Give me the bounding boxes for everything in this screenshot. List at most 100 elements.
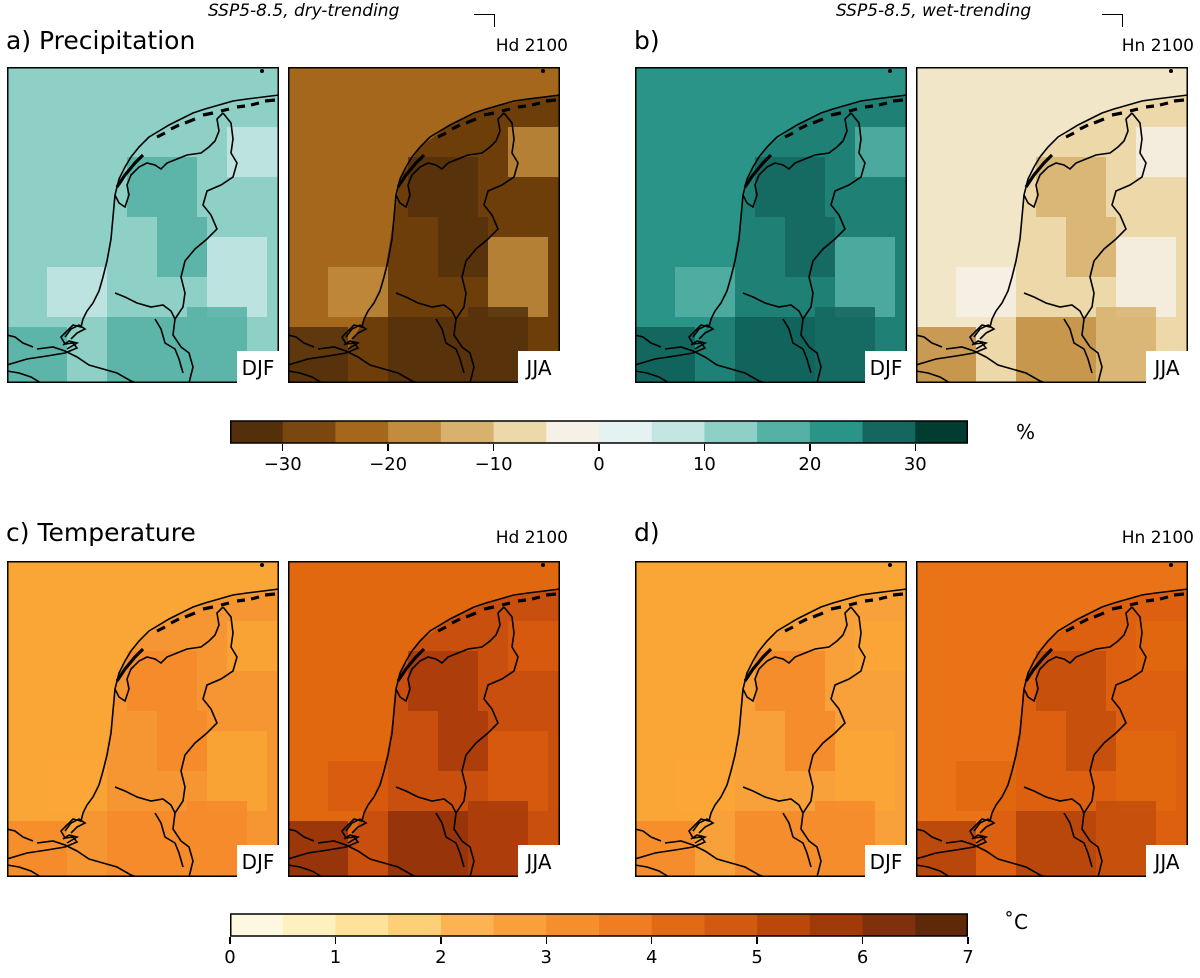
colorbar-tick <box>334 937 337 944</box>
boundary-line <box>916 94 1188 366</box>
wadden-islands <box>396 592 557 682</box>
colorbar-swatches <box>230 420 968 444</box>
anomaly-patch <box>207 237 267 317</box>
panel-d-scenario: Hn 2100 <box>1121 528 1194 548</box>
boundary-line <box>288 334 323 383</box>
colorbar-tick-label: 5 <box>751 947 763 968</box>
boundary-line <box>36 840 138 877</box>
boundary-line <box>1081 606 1147 877</box>
colorbar-tick-label: 20 <box>798 454 822 475</box>
colorbar-bin <box>862 914 916 936</box>
boundary-line <box>664 840 766 877</box>
panel-b-note-bracket <box>1102 14 1123 27</box>
island-dot <box>541 563 545 567</box>
colorbar-tick-label: 0 <box>224 947 236 968</box>
season-label: DJF <box>870 356 903 380</box>
colorbar-bin <box>757 421 811 443</box>
colorbar-tick-label: 7 <box>962 947 974 968</box>
colorbar-tick-label: 2 <box>435 947 447 968</box>
season-label-box <box>1146 845 1188 877</box>
season-label: JJA <box>524 356 551 380</box>
panel-a-map-djf: DJF <box>7 67 279 383</box>
boundary-line <box>742 112 852 209</box>
map-frame <box>916 561 1188 877</box>
panel-d-map-djf: DJF <box>635 561 907 877</box>
colorbar-bin <box>546 421 600 443</box>
boundary-line <box>742 606 852 703</box>
panel-a-title: a) Precipitation <box>6 26 196 55</box>
wadden-islands <box>1024 592 1185 682</box>
colorbar-bin <box>704 914 758 936</box>
anomaly-patch <box>408 651 478 711</box>
boundary-line <box>1023 786 1085 814</box>
season-label-box <box>518 845 560 877</box>
colorbar-tick <box>229 937 231 944</box>
temperature-colorbar-unit: ˚C <box>1004 910 1028 934</box>
boundary-line <box>7 94 279 366</box>
island-dot <box>1169 563 1173 567</box>
colorbar-bin <box>809 421 864 443</box>
boundary-line <box>742 786 804 814</box>
anomaly-patch <box>635 327 695 383</box>
anomaly-patch <box>207 731 267 811</box>
wadden-islands <box>115 592 276 682</box>
island-dot <box>888 69 892 73</box>
season-label: DJF <box>242 356 275 380</box>
boundary-line <box>114 786 176 814</box>
boundary-line <box>288 828 323 877</box>
boundary-line <box>1063 318 1093 374</box>
colorbar-bin <box>915 914 968 936</box>
colorbar-tick <box>861 937 864 944</box>
anomaly-patch <box>488 237 548 317</box>
colorbar-swatches <box>230 913 968 937</box>
colorbar-bin <box>862 421 916 443</box>
boundary-line <box>945 840 1047 877</box>
wadden-islands <box>743 98 904 188</box>
boundary-line <box>395 786 457 814</box>
precipitation-colorbar-unit: % <box>1016 420 1036 444</box>
colorbar-bin <box>335 421 389 443</box>
boundary-line <box>690 324 715 350</box>
colorbar-bin <box>757 914 811 936</box>
anomaly-patch <box>127 157 197 217</box>
colorbar-frame <box>230 913 968 937</box>
anomaly-patch <box>916 821 976 877</box>
wadden-islands <box>743 592 904 682</box>
colorbar-tick <box>281 444 284 451</box>
colorbar-tick <box>703 444 706 451</box>
colorbar-tick-label: 3 <box>540 947 553 968</box>
colorbar-bin <box>599 421 653 443</box>
season-label: JJA <box>1152 850 1179 874</box>
colorbar-bin <box>230 421 284 443</box>
anomaly-patch <box>288 327 348 383</box>
colorbar-tick-label: −30 <box>263 454 302 475</box>
boundary-line <box>971 818 996 844</box>
season-label: DJF <box>870 850 903 874</box>
boundary-line <box>435 812 465 868</box>
boundary-line <box>1081 112 1147 383</box>
season-label-box <box>865 845 907 877</box>
boundary-line <box>288 588 560 860</box>
anomaly-patch <box>785 711 835 771</box>
boundary-line <box>1023 606 1133 703</box>
colorbar-tick-label: 6 <box>856 947 869 968</box>
anomaly-patch <box>835 731 895 811</box>
anomaly-patch <box>675 267 735 317</box>
anomaly-patch <box>438 711 488 771</box>
colorbar-tick <box>967 937 969 944</box>
anomaly-patch <box>956 761 1016 811</box>
colorbar-tick-label: 1 <box>329 947 342 968</box>
colorbar-tick <box>598 444 600 451</box>
temperature-colorbar: 0 1 2 3 4 5 6 7 <box>224 913 974 968</box>
colorbar-bin <box>651 914 705 936</box>
colorbar-bin <box>335 914 389 936</box>
boundary-line <box>453 606 519 877</box>
anomaly-patch <box>328 761 388 811</box>
season-label-box <box>237 351 279 383</box>
panel-b-scenario: Hn 2100 <box>1121 36 1194 56</box>
anomaly-patch <box>47 761 107 811</box>
boundary-line <box>7 588 279 860</box>
anomaly-patch <box>785 217 835 277</box>
anomaly-patch <box>328 267 388 317</box>
boundary-line <box>114 112 224 209</box>
